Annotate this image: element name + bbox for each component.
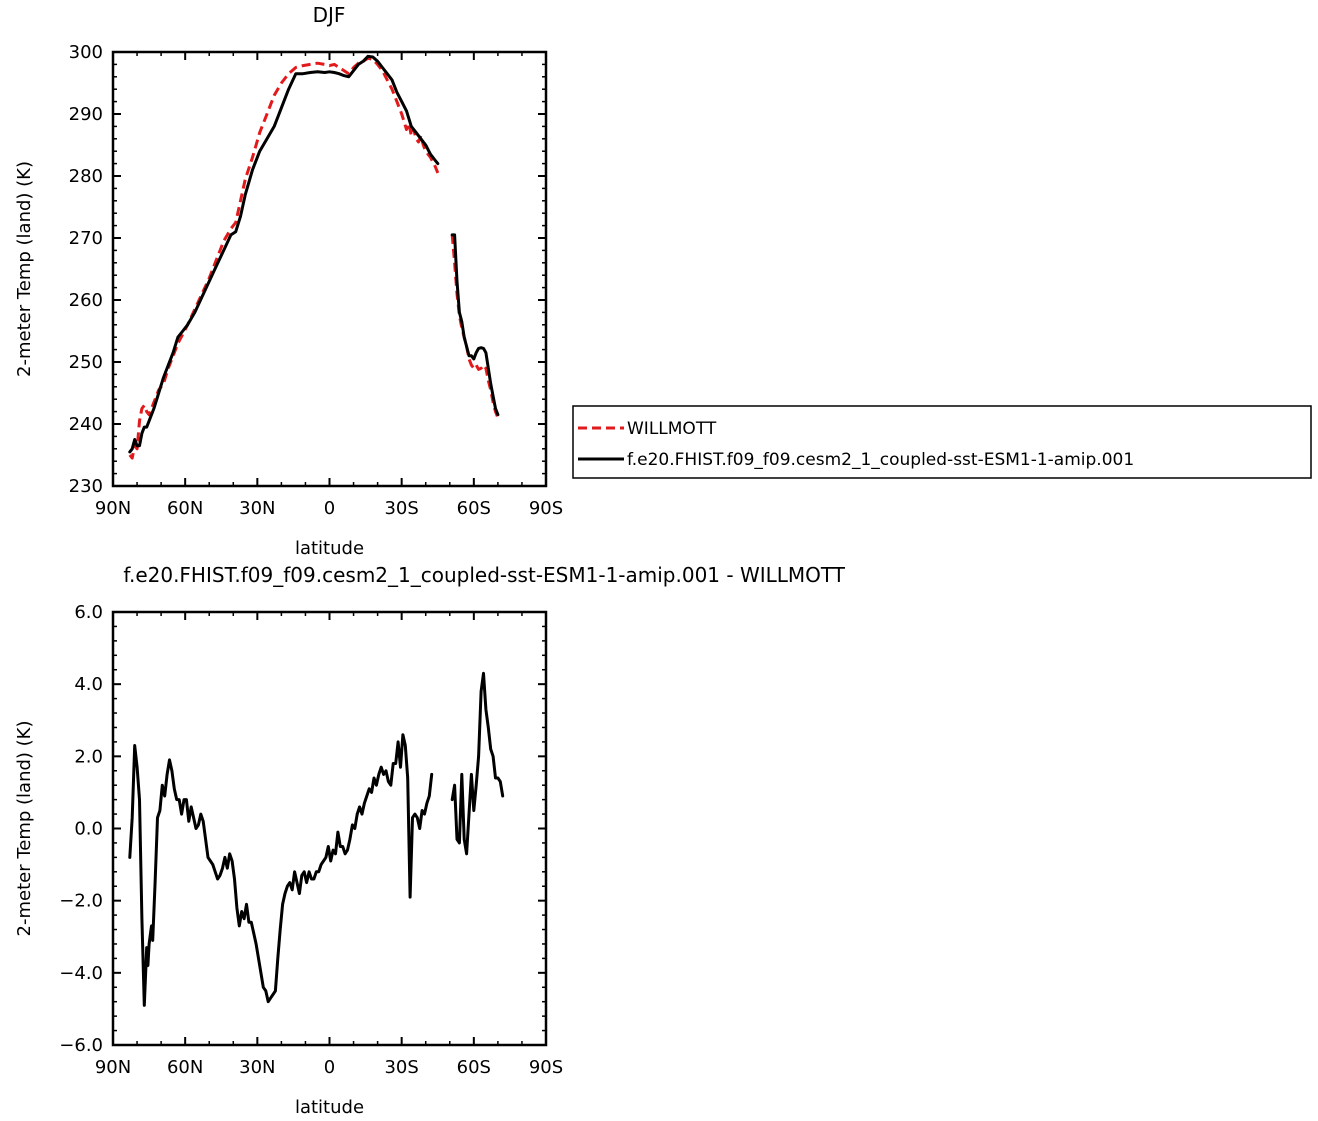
x-tick-label: 30S	[384, 498, 418, 519]
legend: WILLMOTT f.e20.FHIST.f09_f09.cesm2_1_coup…	[572, 405, 1312, 479]
chart-title: DJF	[313, 3, 346, 27]
x-tick-label: 90S	[529, 1057, 563, 1078]
legend-box	[572, 405, 1312, 479]
y-tick-label: 260	[69, 290, 103, 311]
y-axis-label: 2-meter Temp (land) (K)	[14, 161, 35, 377]
x-tick-label: 60N	[167, 1057, 203, 1078]
legend-entry: WILLMOTT	[627, 419, 717, 439]
y-tick-label: 6.0	[74, 602, 103, 623]
x-tick-label: 30S	[384, 1057, 418, 1078]
y-tick-label: 240	[69, 414, 103, 435]
y-tick-label: −6.0	[59, 1035, 103, 1056]
y-tick-label: 2.0	[74, 746, 103, 767]
y-tick-label: 270	[69, 228, 103, 249]
plot-frame	[111, 610, 548, 1047]
y-tick-label: 230	[69, 476, 103, 497]
y-tick-label: 0.0	[74, 819, 103, 840]
y-tick-label: −4.0	[59, 963, 103, 984]
plot-frame	[111, 50, 548, 488]
x-tick-label: 90S	[529, 498, 563, 519]
y-tick-label: 300	[69, 42, 103, 63]
x-axis-label: latitude	[295, 1097, 364, 1118]
x-tick-label: 90N	[95, 498, 131, 519]
x-axis-label: latitude	[295, 538, 364, 559]
djf-temperature-panel: DJF 90N 60N 30N 0 30S 60S 90S 230 240 250 260 270 280…	[14, 3, 563, 559]
x-tick-label: 30N	[239, 1057, 275, 1078]
series-line-1-segment-1	[450, 233, 500, 417]
x-tick-label: 60S	[457, 498, 491, 519]
legend-entry: f.e20.FHIST.f09_f09.cesm2_1_coupled-sst-…	[627, 450, 1134, 470]
series-line-0-segment-1	[450, 671, 505, 856]
x-tick-label: 0	[324, 498, 335, 519]
x-tick-label: 90N	[95, 1057, 131, 1078]
x-tick-label: 0	[324, 1057, 335, 1078]
series-line-0-segment-0	[128, 733, 434, 1007]
y-tick-label: −2.0	[59, 891, 103, 912]
y-tick-label: 250	[69, 352, 103, 373]
difference-panel: f.e20.FHIST.f09_f09.cesm2_1_coupled-sst-…	[14, 563, 846, 1118]
series-line-1-segment-0	[128, 54, 440, 454]
x-tick-label: 60N	[167, 498, 203, 519]
series-line-0-segment-0	[128, 56, 440, 460]
y-tick-label: 4.0	[74, 674, 103, 695]
y-tick-label: 280	[69, 166, 103, 187]
x-tick-label: 30N	[239, 498, 275, 519]
y-tick-label: 290	[69, 104, 103, 125]
chart-title: f.e20.FHIST.f09_f09.cesm2_1_coupled-sst-…	[123, 563, 845, 587]
x-tick-label: 60S	[457, 1057, 491, 1078]
y-axis-label: 2-meter Temp (land) (K)	[14, 721, 35, 937]
